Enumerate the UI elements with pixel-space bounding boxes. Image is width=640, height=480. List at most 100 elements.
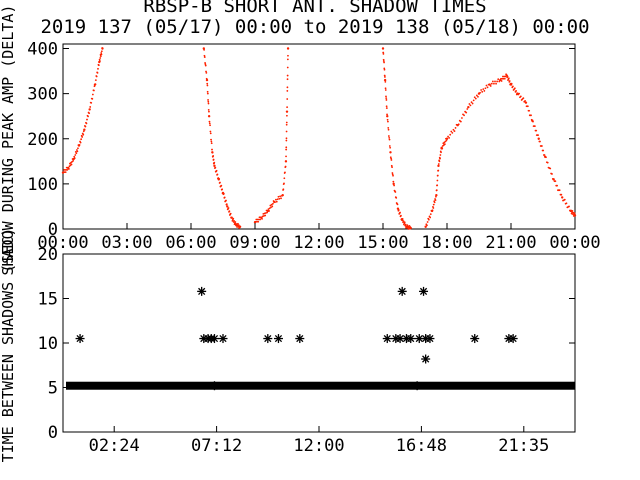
data-point bbox=[381, 47, 385, 50]
data-point bbox=[266, 209, 269, 213]
data-point bbox=[551, 173, 553, 175]
data-point bbox=[427, 218, 430, 221]
asterisk-point bbox=[382, 334, 392, 344]
data-point bbox=[285, 146, 288, 149]
data-point bbox=[438, 160, 441, 163]
data-point bbox=[209, 124, 211, 127]
data-point bbox=[449, 133, 452, 136]
data-point bbox=[489, 85, 492, 87]
data-point bbox=[89, 106, 92, 108]
data-point bbox=[73, 157, 76, 160]
data-point bbox=[473, 96, 476, 99]
data-point bbox=[80, 138, 83, 141]
data-point bbox=[434, 199, 437, 202]
x-tick-label: 16:48 bbox=[396, 436, 447, 456]
data-point bbox=[528, 109, 531, 112]
data-point bbox=[541, 145, 543, 147]
data-point bbox=[466, 108, 469, 110]
data-point bbox=[539, 140, 541, 143]
data-point bbox=[497, 78, 500, 81]
data-point bbox=[74, 150, 77, 153]
asterisk-point bbox=[295, 334, 305, 344]
data-point bbox=[209, 132, 212, 135]
data-point bbox=[204, 62, 206, 64]
data-point bbox=[91, 97, 94, 100]
data-point bbox=[506, 75, 509, 78]
data-point bbox=[204, 63, 207, 66]
data-point bbox=[100, 53, 103, 56]
asterisk-point bbox=[397, 286, 407, 296]
data-point bbox=[275, 198, 277, 201]
data-point bbox=[402, 220, 405, 223]
data-point bbox=[571, 210, 574, 212]
data-point bbox=[403, 221, 406, 224]
data-point bbox=[545, 156, 547, 159]
data-point bbox=[212, 158, 215, 161]
data-point bbox=[468, 103, 471, 105]
data-point bbox=[483, 90, 486, 92]
asterisk-point bbox=[209, 334, 219, 344]
data-point bbox=[565, 202, 568, 205]
data-point bbox=[66, 168, 69, 171]
data-point bbox=[256, 218, 259, 221]
asterisk-point bbox=[273, 334, 283, 344]
data-point bbox=[385, 99, 388, 101]
data-point bbox=[287, 54, 289, 57]
data-point bbox=[426, 221, 429, 223]
data-point bbox=[440, 151, 442, 154]
data-point bbox=[391, 173, 394, 176]
data-point bbox=[82, 133, 85, 136]
data-point bbox=[382, 60, 385, 63]
data-point bbox=[100, 50, 103, 53]
y-tick-label: 0 bbox=[48, 220, 58, 240]
data-point bbox=[285, 137, 288, 140]
data-point bbox=[98, 58, 101, 61]
asterisk-point bbox=[218, 334, 228, 344]
data-point bbox=[78, 143, 81, 146]
data-point bbox=[261, 217, 263, 220]
y-tick-label: 10 bbox=[38, 334, 58, 354]
data-point bbox=[237, 222, 239, 225]
asterisk-point bbox=[75, 334, 85, 344]
data-point bbox=[459, 120, 462, 123]
data-point bbox=[453, 130, 456, 132]
data-point bbox=[390, 159, 393, 161]
x-tick-label: 06:00 bbox=[165, 233, 216, 253]
data-point bbox=[386, 118, 389, 121]
data-point bbox=[216, 173, 219, 176]
data-point bbox=[203, 48, 206, 51]
data-point bbox=[502, 77, 505, 80]
data-point bbox=[283, 177, 286, 180]
y-tick-label: 20 bbox=[38, 245, 58, 265]
data-point bbox=[485, 84, 488, 87]
data-point bbox=[238, 225, 242, 228]
data-point bbox=[255, 218, 258, 221]
data-point bbox=[286, 86, 289, 89]
data-point bbox=[500, 80, 503, 82]
data-point bbox=[382, 53, 385, 55]
data-point bbox=[561, 196, 564, 199]
data-point bbox=[399, 211, 401, 214]
asterisk-point bbox=[419, 286, 429, 296]
data-point bbox=[507, 77, 510, 80]
data-point bbox=[203, 54, 206, 57]
data-point bbox=[384, 87, 387, 90]
data-point bbox=[205, 70, 207, 73]
data-point bbox=[387, 135, 390, 137]
data-point bbox=[278, 197, 281, 200]
data-point bbox=[524, 101, 528, 104]
data-point bbox=[79, 141, 82, 144]
data-point bbox=[270, 206, 272, 209]
data-point bbox=[383, 61, 385, 64]
data-point bbox=[436, 174, 439, 177]
data-point bbox=[404, 223, 407, 226]
data-point bbox=[573, 214, 577, 217]
data-point bbox=[283, 182, 285, 185]
data-point bbox=[285, 114, 288, 117]
data-point bbox=[452, 128, 455, 131]
data-point bbox=[213, 164, 216, 168]
data-point bbox=[72, 159, 75, 162]
data-point bbox=[518, 92, 521, 95]
data-point bbox=[284, 165, 287, 168]
asterisk-point bbox=[508, 334, 518, 344]
